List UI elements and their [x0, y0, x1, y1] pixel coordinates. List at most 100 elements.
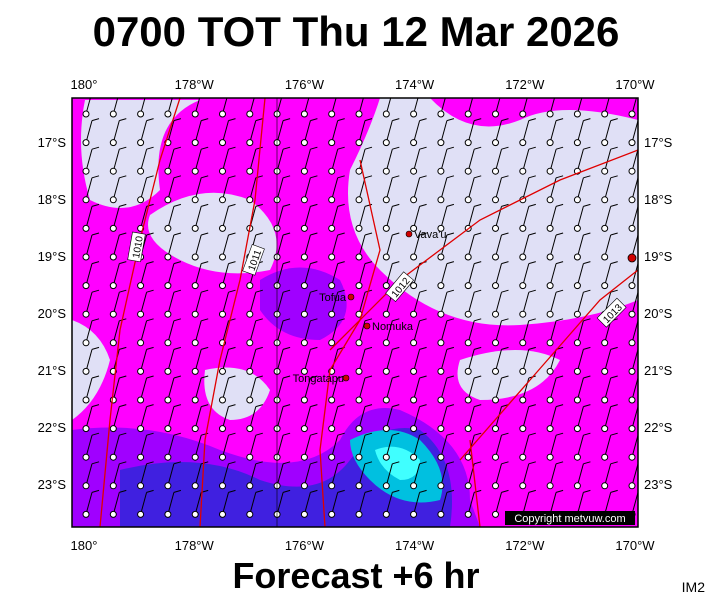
barb: [549, 206, 557, 229]
barb-flag: [119, 90, 126, 92]
barb-flag: [310, 118, 318, 122]
barb-station: [464, 339, 472, 347]
barb-flag: [610, 261, 618, 265]
barb: [385, 349, 393, 372]
barb-flag: [446, 346, 455, 350]
barb-station: [355, 339, 363, 347]
barb-station: [82, 453, 90, 461]
barb: [276, 263, 284, 286]
barb: [276, 349, 284, 372]
barb-station: [355, 110, 363, 118]
barb-station: [464, 282, 472, 290]
barb-station: [328, 253, 336, 261]
barb-station: [355, 367, 363, 375]
barb: [303, 349, 311, 372]
place-name: Tongatapu: [293, 373, 344, 385]
barb-station: [328, 453, 336, 461]
lat-label: 22°S: [644, 420, 673, 435]
barb-station: [246, 310, 254, 318]
barb-flag: [91, 118, 100, 122]
barb-flag: [201, 318, 209, 322]
barb: [413, 234, 421, 258]
barb: [413, 292, 421, 315]
barb: [604, 98, 610, 115]
barb-flag: [501, 232, 509, 236]
barb: [413, 406, 421, 429]
barb: [140, 149, 148, 172]
barb: [522, 263, 530, 286]
barb: [385, 320, 393, 343]
barb-station: [437, 110, 445, 118]
barb-station: [492, 339, 499, 347]
barb-flag: [583, 118, 591, 122]
barb-flag: [446, 203, 455, 207]
barb-station: [437, 367, 445, 375]
barb: [112, 320, 120, 343]
barb-flag: [364, 118, 373, 122]
barb: [331, 492, 339, 515]
barb-station: [137, 510, 145, 518]
barb-station: [164, 453, 172, 461]
barb-flag: [147, 90, 154, 92]
barb: [112, 492, 120, 515]
barb-flag: [119, 203, 127, 207]
barb-station: [519, 253, 527, 261]
barb-station: [82, 167, 90, 175]
barb-station: [82, 196, 90, 204]
places: Vava'u Tofua Nomuka Tongatapu: [293, 229, 637, 385]
barb-flag: [201, 261, 209, 265]
barb-station: [246, 139, 254, 147]
barb: [604, 463, 612, 486]
barb-station: [109, 482, 117, 490]
barb-flag: [173, 289, 182, 293]
barb: [631, 177, 638, 200]
barb-station: [492, 453, 499, 461]
barb-flag: [146, 146, 154, 150]
barb-station: [519, 224, 527, 232]
barb-station: [300, 482, 308, 490]
barb-station: [573, 139, 581, 147]
barb-station: [164, 167, 172, 175]
barb: [303, 292, 311, 315]
barb-flag: [282, 146, 291, 150]
barb-flag: [201, 404, 209, 408]
barb: [576, 435, 584, 458]
barb-flag: [201, 232, 209, 236]
barb: [631, 463, 638, 486]
lon-label: 172°W: [505, 538, 545, 553]
barb-flag: [255, 404, 263, 408]
barb-station: [328, 224, 336, 232]
barb-station: [437, 425, 445, 433]
barb: [112, 406, 120, 429]
barb: [112, 263, 120, 286]
barb-flag: [91, 461, 100, 465]
barb-station: [300, 224, 308, 232]
barb: [495, 292, 502, 315]
barb: [495, 98, 501, 115]
barb-flag: [255, 489, 263, 493]
barb: [467, 234, 475, 258]
barb-flag: [282, 375, 291, 379]
barb: [358, 234, 366, 258]
barb-station: [164, 367, 172, 375]
barb-station: [628, 453, 636, 461]
isobar-label-bg: [242, 244, 265, 276]
barb: [385, 463, 393, 486]
barb-flag: [146, 461, 154, 465]
barb-flag: [119, 261, 127, 265]
barb: [85, 206, 93, 229]
barb: [413, 149, 421, 172]
barb-flag: [392, 203, 400, 207]
barb-flag: [282, 203, 291, 207]
barb-station: [628, 167, 636, 175]
barb: [413, 492, 421, 515]
barb-station: [246, 367, 254, 375]
barb-station: [410, 339, 418, 347]
barb-station: [573, 282, 581, 290]
barb-flag: [310, 232, 318, 236]
barb-station: [300, 425, 308, 433]
barb: [522, 492, 530, 515]
lon-label: 178°W: [175, 538, 215, 553]
barb: [522, 98, 528, 115]
barb-station: [410, 482, 418, 490]
